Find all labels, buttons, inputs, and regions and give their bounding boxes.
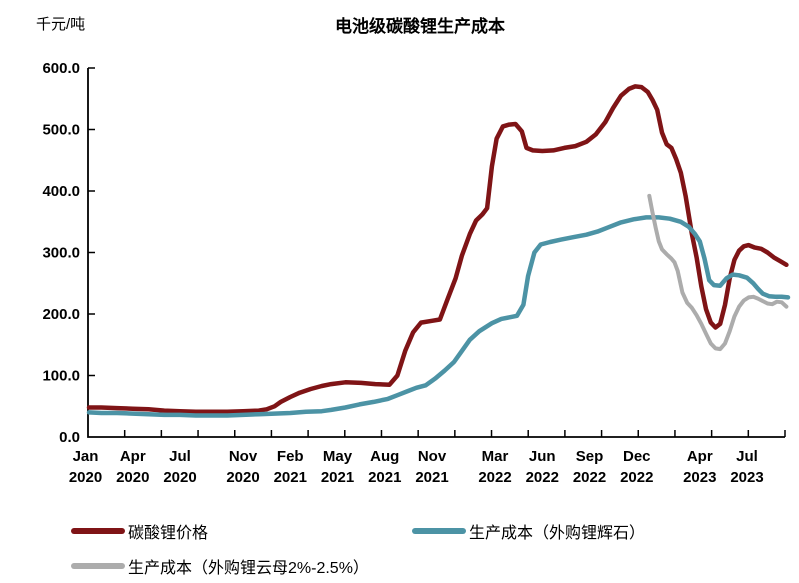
svg-text:2023: 2023 xyxy=(730,469,763,486)
svg-text:2022: 2022 xyxy=(526,469,559,486)
series-line-1 xyxy=(86,215,791,418)
legend-swatch-spodumene xyxy=(412,528,466,534)
svg-text:2020: 2020 xyxy=(226,469,259,486)
svg-text:Jul: Jul xyxy=(736,448,758,465)
axes xyxy=(87,68,785,438)
svg-text:300.0: 300.0 xyxy=(42,245,80,262)
svg-text:2020: 2020 xyxy=(116,469,149,486)
legend-label-lepidolite: 生产成本（外购锂云母2%-2.5%） xyxy=(128,560,369,577)
svg-text:2021: 2021 xyxy=(368,469,401,486)
svg-text:2020: 2020 xyxy=(163,469,196,486)
legend-label-spodumene: 生产成本（外购锂辉石） xyxy=(469,525,646,542)
svg-text:2020: 2020 xyxy=(69,469,102,486)
svg-text:Apr: Apr xyxy=(687,448,713,465)
x-axis-ticks xyxy=(123,430,786,437)
series-line-2 xyxy=(647,193,789,352)
svg-text:Jun: Jun xyxy=(529,448,556,465)
series-lines xyxy=(86,84,791,418)
chart-title: 电池级碳酸锂生产成本 xyxy=(335,17,505,36)
svg-text:500.0: 500.0 xyxy=(42,122,80,139)
legend-label-price: 碳酸锂价格 xyxy=(128,525,209,542)
svg-text:Apr: Apr xyxy=(120,448,146,465)
svg-text:Jul: Jul xyxy=(169,448,191,465)
svg-text:200.0: 200.0 xyxy=(42,306,80,323)
svg-text:2022: 2022 xyxy=(573,469,606,486)
svg-text:600.0: 600.0 xyxy=(42,60,80,77)
svg-text:2021: 2021 xyxy=(274,469,307,486)
svg-text:Sep: Sep xyxy=(576,448,604,465)
x-axis-labels: Jan 2020 Apr 2020 Jul 2020 Nov 2020 Feb 2021 May 20… xyxy=(69,448,764,486)
svg-text:400.0: 400.0 xyxy=(42,183,80,200)
svg-text:Jan: Jan xyxy=(73,448,99,465)
series-line-0 xyxy=(86,84,789,415)
svg-text:2021: 2021 xyxy=(321,469,354,486)
svg-text:Aug: Aug xyxy=(370,448,399,465)
svg-text:2022: 2022 xyxy=(478,469,511,486)
svg-text:0.0: 0.0 xyxy=(59,429,80,446)
svg-text:2023: 2023 xyxy=(683,469,716,486)
y-axis-ticks xyxy=(88,67,95,377)
svg-text:Nov: Nov xyxy=(418,448,447,465)
svg-text:2022: 2022 xyxy=(620,469,653,486)
legend-swatch-price xyxy=(71,528,125,534)
svg-text:2021: 2021 xyxy=(415,469,448,486)
svg-text:100.0: 100.0 xyxy=(42,368,80,385)
svg-text:Nov: Nov xyxy=(229,448,258,465)
y-axis-labels: 0.0 100.0 200.0 300.0 400.0 500.0 600.0 xyxy=(42,60,80,446)
legend-swatch-lepidolite xyxy=(71,563,125,569)
legend-item-cost-spodumene: 生产成本（外购锂辉石） xyxy=(412,519,645,543)
svg-text:May: May xyxy=(323,448,353,465)
legend-item-lithium-carbonate-price: 碳酸锂价格 xyxy=(71,519,208,543)
y-axis-unit-label: 千元/吨 xyxy=(36,16,86,33)
svg-text:Feb: Feb xyxy=(277,448,304,465)
svg-text:Dec: Dec xyxy=(623,448,651,465)
legend-item-cost-lepidolite: 生产成本（外购锂云母2%-2.5%） xyxy=(71,554,369,578)
svg-text:Mar: Mar xyxy=(482,448,509,465)
